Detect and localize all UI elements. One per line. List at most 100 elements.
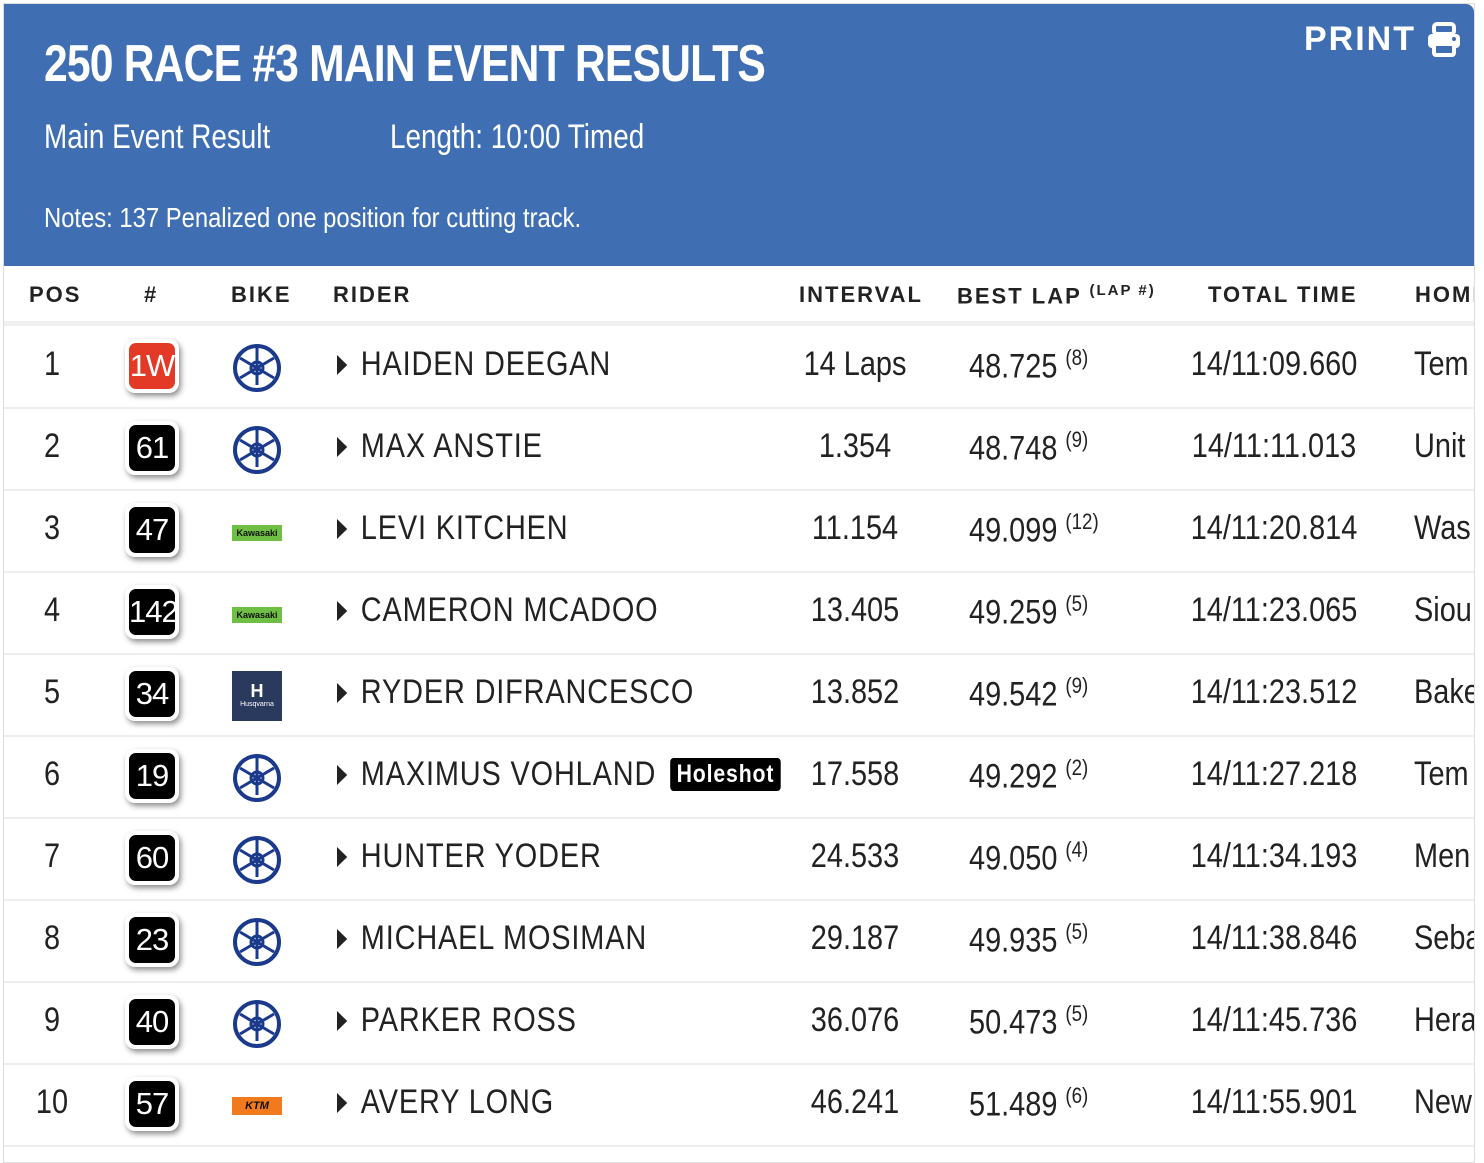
rider-number: 60 bbox=[129, 835, 175, 881]
number-plate: 34 bbox=[125, 667, 179, 721]
event-type: Main Event Result bbox=[44, 118, 271, 156]
husqvarna-logo-icon: H Husqvarna bbox=[232, 671, 282, 721]
rider-link[interactable]: HAIDEN DEEGAN bbox=[337, 345, 611, 384]
interval: 13.405 bbox=[810, 591, 900, 629]
hometown: New bbox=[1414, 1083, 1472, 1121]
position: 10 bbox=[35, 1083, 69, 1121]
table-row[interactable]: 9 40 PARKER ROSS 36.076 50.473 (5) 14/11… bbox=[4, 983, 1474, 1065]
col-rider: RIDER bbox=[333, 282, 412, 307]
rider-link[interactable]: MAX ANSTIE bbox=[337, 427, 543, 466]
rider-name: CAMERON MCADOO bbox=[360, 591, 659, 629]
best-lap-label: BEST LAP bbox=[957, 283, 1082, 309]
bike-brand bbox=[232, 753, 282, 803]
rider-link[interactable]: RYDER DIFRANCESCO bbox=[337, 673, 694, 712]
event-length: Length: 10:00 Timed bbox=[390, 118, 645, 156]
bike-brand: H Husqvarna bbox=[232, 671, 282, 721]
rider-link[interactable]: MICHAEL MOSIMAN bbox=[337, 919, 647, 958]
number-plate: 19 bbox=[125, 749, 179, 803]
total-time: 14/11:23.512 bbox=[1190, 673, 1358, 711]
number-plate: 57 bbox=[125, 1077, 179, 1131]
col-hometown: HOMI bbox=[1415, 282, 1475, 307]
interval: 1.354 bbox=[818, 427, 892, 465]
yamaha-logo-icon bbox=[233, 918, 281, 966]
best-lap-time: 49.099 bbox=[969, 511, 1058, 550]
rider-link[interactable]: LEVI KITCHEN bbox=[337, 509, 569, 548]
rider-number: 142 bbox=[129, 589, 179, 635]
position: 8 bbox=[43, 919, 61, 957]
table-row[interactable]: 4 142 Kawasaki CAMERON MCADOO 13.405 49.… bbox=[4, 573, 1474, 655]
bike-brand bbox=[232, 999, 282, 1049]
table-row[interactable]: 7 60 HUNTER YODER 24.533 49.050 (4) 14/1… bbox=[4, 819, 1474, 901]
hometown: Tem bbox=[1414, 755, 1469, 793]
best-lap-time: 49.542 bbox=[969, 675, 1058, 714]
best-lap: 49.292 (2) bbox=[969, 755, 1088, 796]
best-lap-number: (9) bbox=[1065, 427, 1089, 452]
best-lap: 49.935 (5) bbox=[969, 919, 1088, 960]
best-lap: 49.099 (12) bbox=[969, 509, 1099, 550]
best-lap-number: (5) bbox=[1065, 919, 1089, 944]
total-time: 14/11:11.013 bbox=[1191, 427, 1357, 465]
yamaha-logo-icon bbox=[233, 836, 281, 884]
interval: 29.187 bbox=[810, 919, 900, 957]
expand-triangle-icon bbox=[337, 436, 348, 457]
results-panel: 250 RACE #3 MAIN EVENT RESULTS Main Even… bbox=[3, 3, 1475, 1163]
table-row[interactable]: 5 34 H Husqvarna RYDER DIFRANCESCO 13.852… bbox=[4, 655, 1474, 737]
rider-name: PARKER ROSS bbox=[360, 1001, 577, 1039]
rider-link[interactable]: MAXIMUS VOHLAND Holeshot bbox=[337, 755, 782, 794]
col-best-lap: BEST LAP (LAP #) bbox=[957, 282, 1156, 309]
best-lap-number: (5) bbox=[1065, 591, 1089, 616]
best-lap: 49.542 (9) bbox=[969, 673, 1088, 714]
rider-link[interactable]: AVERY LONG bbox=[337, 1083, 554, 1122]
table-row[interactable]: 2 61 MAX ANSTIE 1.354 48.748 (9) 14/11:1… bbox=[4, 409, 1474, 491]
table-row[interactable]: 3 47 Kawasaki LEVI KITCHEN 11.154 49.099… bbox=[4, 491, 1474, 573]
table-row[interactable]: 1 1W HAIDEN DEEGAN 14 Laps 48.725 (8) 14… bbox=[4, 327, 1474, 409]
position: 1 bbox=[43, 345, 61, 383]
total-time: 14/11:45.736 bbox=[1190, 1001, 1358, 1039]
rider-number: 34 bbox=[129, 671, 175, 717]
best-lap-time: 49.292 bbox=[969, 757, 1058, 796]
print-button[interactable]: PRINT bbox=[1304, 20, 1462, 59]
total-time: 14/11:20.814 bbox=[1190, 509, 1358, 547]
rider-link[interactable]: PARKER ROSS bbox=[337, 1001, 577, 1040]
best-lap: 48.748 (9) bbox=[969, 427, 1088, 468]
expand-triangle-icon bbox=[337, 354, 348, 375]
best-lap-time: 51.489 bbox=[969, 1085, 1058, 1124]
col-number: # bbox=[144, 282, 159, 307]
interval: 46.241 bbox=[810, 1083, 900, 1121]
rider-link[interactable]: CAMERON MCADOO bbox=[337, 591, 658, 630]
position: 2 bbox=[43, 427, 61, 465]
number-plate: 23 bbox=[125, 913, 179, 967]
table-row[interactable]: 10 57 KTM AVERY LONG 46.241 51.489 (6) 1… bbox=[4, 1065, 1474, 1147]
printer-icon bbox=[1428, 21, 1460, 57]
total-time: 14/11:27.218 bbox=[1190, 755, 1358, 793]
bike-brand bbox=[232, 835, 282, 885]
expand-triangle-icon bbox=[337, 518, 348, 539]
rider-name: RYDER DIFRANCESCO bbox=[360, 673, 695, 711]
best-lap: 49.259 (5) bbox=[969, 591, 1088, 632]
yamaha-logo-icon bbox=[233, 754, 281, 802]
yamaha-logo-icon bbox=[233, 426, 281, 474]
best-lap-time: 48.748 bbox=[969, 429, 1058, 468]
best-lap: 51.489 (6) bbox=[969, 1083, 1088, 1124]
best-lap-number: (5) bbox=[1065, 1001, 1089, 1026]
rider-name: MAX ANSTIE bbox=[360, 427, 543, 465]
number-plate: 142 bbox=[125, 585, 179, 639]
table-row[interactable]: 6 19 MAXIMUS VOHLAND Holeshot 17.558 49.2… bbox=[4, 737, 1474, 819]
position: 3 bbox=[43, 509, 61, 547]
rider-link[interactable]: HUNTER YODER bbox=[337, 837, 602, 876]
hometown: Men bbox=[1414, 837, 1471, 875]
best-lap-time: 50.473 bbox=[969, 1003, 1058, 1042]
kawasaki-logo-icon: Kawasaki bbox=[232, 607, 282, 623]
expand-triangle-icon bbox=[337, 1010, 348, 1031]
expand-triangle-icon bbox=[337, 600, 348, 621]
position: 5 bbox=[43, 673, 61, 711]
table-row[interactable]: 8 23 MICHAEL MOSIMAN 29.187 49.935 (5) 1… bbox=[4, 901, 1474, 983]
best-lap: 48.725 (8) bbox=[969, 345, 1088, 386]
bike-brand bbox=[232, 425, 282, 475]
event-notes: Notes: 137 Penalized one position for cu… bbox=[44, 202, 582, 233]
interval: 17.558 bbox=[810, 755, 900, 793]
hometown: Bake bbox=[1414, 673, 1475, 711]
number-plate: 1W bbox=[125, 339, 179, 393]
rider-name: AVERY LONG bbox=[360, 1083, 555, 1121]
expand-triangle-icon bbox=[337, 682, 348, 703]
